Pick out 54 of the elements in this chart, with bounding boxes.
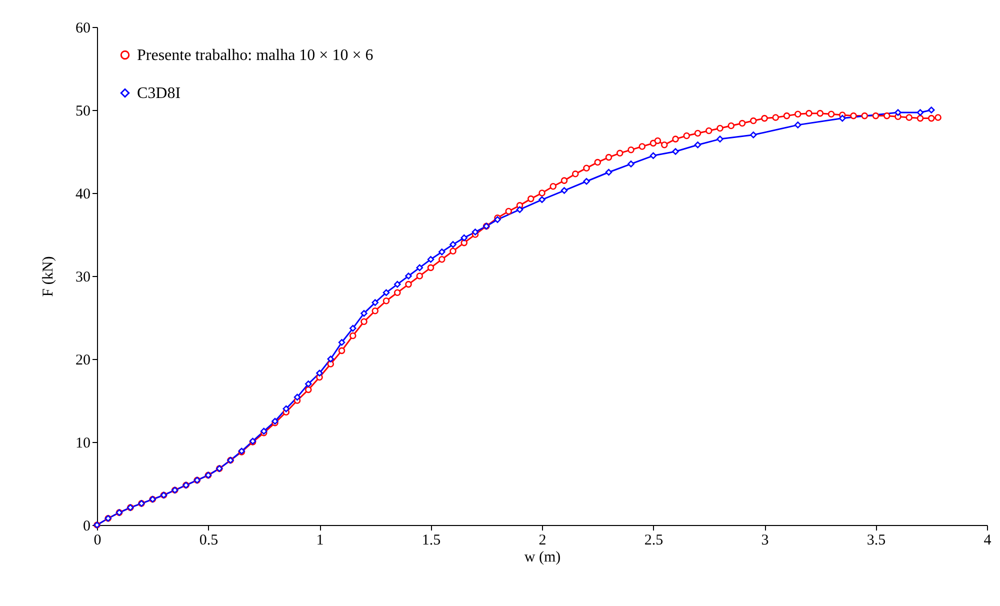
point: [372, 299, 379, 306]
legend-label: Presente trabalho: malha 10 × 10 × 6: [137, 47, 374, 64]
point: [605, 168, 612, 176]
point: [304, 380, 312, 388]
x-tick-label: 0: [94, 532, 102, 548]
point: [750, 132, 757, 138]
point: [716, 136, 724, 142]
y-tick-label: 30: [76, 270, 90, 286]
point: [694, 141, 702, 148]
point: [650, 152, 657, 160]
y-tick-label: 0: [83, 518, 90, 534]
point: [327, 356, 334, 362]
point: [282, 405, 290, 412]
point: [538, 196, 546, 204]
point: [628, 160, 634, 168]
x-tick-label: 1.5: [422, 532, 441, 548]
point: [427, 256, 434, 263]
point: [928, 106, 935, 114]
point: [382, 289, 390, 296]
point: [394, 280, 401, 288]
point: [360, 310, 368, 317]
point: [405, 272, 412, 280]
y-tick-label: 40: [76, 186, 90, 202]
x-tick-label: 2.5: [644, 532, 664, 548]
x-tick-label: 1: [316, 532, 324, 548]
point: [416, 264, 424, 272]
x-tick-label: 2: [538, 532, 546, 548]
x-tick-label: 0.5: [199, 532, 218, 548]
point: [349, 324, 356, 332]
x-tick-label: 3: [761, 532, 769, 548]
legend-label: C3D8I: [137, 85, 181, 102]
point: [838, 114, 846, 122]
x-tick-label: 4: [984, 532, 992, 548]
point: [916, 109, 924, 116]
point: [794, 122, 802, 128]
x-tick-label: 3.5: [866, 532, 886, 548]
point: [438, 248, 446, 256]
y-tick-label: 20: [76, 352, 90, 368]
point: [516, 206, 524, 213]
y-tick-label: 60: [76, 20, 90, 36]
point: [338, 339, 346, 346]
point: [672, 148, 679, 155]
point: [460, 234, 468, 242]
point: [560, 187, 568, 194]
x-axis-title: w (m): [524, 550, 561, 566]
y-tick-label: 50: [76, 104, 90, 120]
point: [294, 394, 301, 401]
point: [472, 228, 479, 236]
point: [583, 178, 590, 185]
point: [894, 109, 902, 116]
point: [450, 241, 456, 248]
y-tick-label: 10: [76, 436, 90, 452]
y-axis-title: F (kN): [40, 256, 56, 297]
point: [316, 370, 323, 376]
